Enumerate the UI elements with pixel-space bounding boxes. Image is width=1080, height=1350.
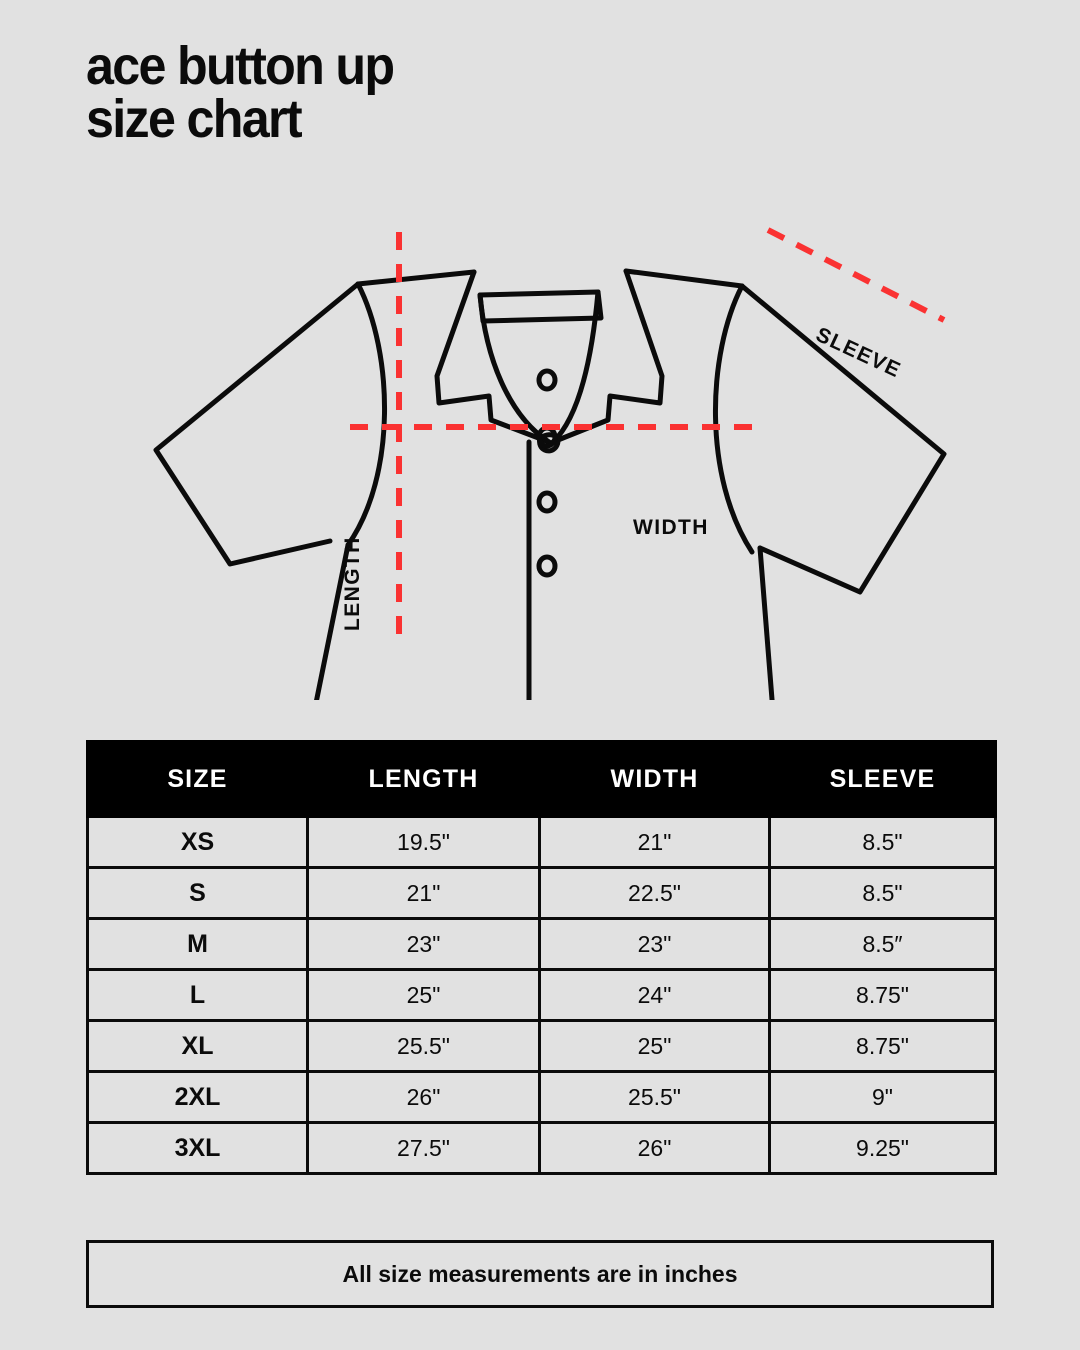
cell-length: 27.5": [306, 1121, 541, 1175]
cell-length: 25": [306, 968, 541, 1022]
cell-length: 26": [306, 1070, 541, 1124]
cell-sleeve: 8.5": [768, 815, 997, 869]
column-header-width: WIDTH: [538, 740, 771, 818]
left-collar-leaf: [434, 269, 552, 445]
cell-width: 23": [538, 917, 771, 971]
cell-length: 25.5": [306, 1019, 541, 1073]
cell-size: 2XL: [86, 1070, 309, 1124]
width-label: WIDTH: [633, 516, 709, 539]
cell-length: 19.5": [306, 815, 541, 869]
cell-length: 23": [306, 917, 541, 971]
shirt-technical-drawing: [153, 227, 947, 700]
cell-sleeve: 9.25": [768, 1121, 997, 1175]
cell-size: XS: [86, 815, 309, 869]
button-3: [536, 490, 558, 514]
cell-sleeve: 8.75": [768, 1019, 997, 1073]
cell-width: 25": [538, 1019, 771, 1073]
cell-sleeve: 8.75": [768, 968, 997, 1022]
size-chart-table: SIZE LENGTH WIDTH SLEEVE XS 19.5" 21" 8.…: [86, 740, 997, 1175]
page-title: ace button up size chart: [86, 36, 395, 149]
left-armhole-seam: [345, 281, 388, 548]
measurement-units-note: All size measurements are in inches: [86, 1240, 994, 1308]
column-header-sleeve: SLEEVE: [768, 740, 997, 818]
right-shoulder-line: [623, 268, 745, 289]
length-label: LENGTH: [341, 536, 364, 631]
table-header-row: SIZE LENGTH WIDTH SLEEVE: [86, 740, 997, 818]
collar-neckband: [477, 289, 604, 324]
cell-size: 3XL: [86, 1121, 309, 1175]
table-row: S 21" 22.5" 8.5": [86, 866, 997, 920]
shirt-illustration: WIDTH LENGTH SLEEVE: [0, 120, 1080, 700]
cell-sleeve: 9": [768, 1070, 997, 1124]
table-row: XL 25.5" 25" 8.75": [86, 1019, 997, 1073]
table-row: 2XL 26" 25.5" 9": [86, 1070, 997, 1124]
sleeve-measure-line: [766, 227, 946, 323]
cell-sleeve: 8.5": [768, 866, 997, 920]
right-sleeve-outline: [739, 283, 947, 595]
table-row: XS 19.5" 21" 8.5": [86, 815, 997, 869]
table-row: 3XL 27.5" 26" 9.25": [86, 1121, 997, 1175]
left-body-side: [314, 542, 775, 700]
button-1: [536, 368, 558, 392]
cell-width: 26": [538, 1121, 771, 1175]
left-sleeve-outline: [153, 281, 361, 567]
right-collar-fold: [550, 289, 601, 445]
table-row: L 25" 24" 8.75": [86, 968, 997, 1022]
measurement-units-note-text: All size measurements are in inches: [342, 1260, 738, 1287]
cell-size: M: [86, 917, 309, 971]
right-armhole-seam: [713, 283, 755, 555]
table-row: M 23" 23" 8.5″: [86, 917, 997, 971]
cell-size: S: [86, 866, 309, 920]
cell-width: 24": [538, 968, 771, 1022]
collar-button-loop: [537, 432, 561, 454]
cell-width: 22.5": [538, 866, 771, 920]
cell-size: XL: [86, 1019, 309, 1073]
cell-size: L: [86, 968, 309, 1022]
column-header-size: SIZE: [86, 740, 309, 818]
left-shoulder-line: [355, 269, 477, 287]
column-header-length: LENGTH: [306, 740, 541, 818]
cell-width: 25.5": [538, 1070, 771, 1124]
cell-length: 21": [306, 866, 541, 920]
cell-sleeve: 8.5″: [768, 917, 997, 971]
cell-width: 21": [538, 815, 771, 869]
button-4: [536, 554, 558, 578]
right-collar-leaf: [550, 268, 665, 445]
left-collar-fold: [477, 292, 552, 445]
